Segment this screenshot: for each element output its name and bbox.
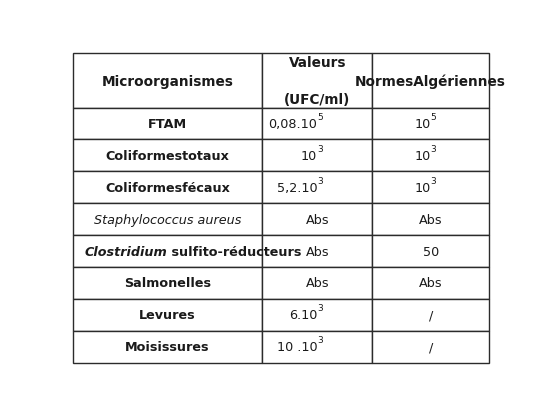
Bar <box>373 331 489 363</box>
Bar <box>262 235 373 267</box>
Bar <box>373 172 489 204</box>
Text: Abs: Abs <box>305 245 329 258</box>
Bar <box>73 140 262 172</box>
Text: Valeurs

(UFC/ml): Valeurs (UFC/ml) <box>284 56 350 107</box>
Text: NormesAlgériennes: NormesAlgériennes <box>355 74 506 88</box>
Text: 0,08.10: 0,08.10 <box>269 118 317 131</box>
Bar <box>73 331 262 363</box>
Text: 10: 10 <box>414 118 431 131</box>
Bar <box>373 299 489 331</box>
Text: FTAM: FTAM <box>148 118 187 131</box>
Text: 3: 3 <box>317 335 323 344</box>
Bar <box>373 140 489 172</box>
Bar <box>262 172 373 204</box>
Text: Clostridium: Clostridium <box>85 245 168 258</box>
Bar <box>373 204 489 235</box>
Text: 10 .10: 10 .10 <box>277 340 317 354</box>
Bar <box>262 108 373 140</box>
Bar <box>262 55 373 108</box>
Text: 3: 3 <box>431 176 436 185</box>
Bar <box>73 204 262 235</box>
Text: 50: 50 <box>423 245 439 258</box>
Text: Staphylococcus aureus: Staphylococcus aureus <box>94 213 241 226</box>
Bar <box>73 267 262 299</box>
Text: Abs: Abs <box>419 213 442 226</box>
Bar <box>73 172 262 204</box>
Text: 10: 10 <box>414 150 431 162</box>
Bar <box>73 235 262 267</box>
Text: 10: 10 <box>301 150 317 162</box>
Text: /: / <box>429 340 433 354</box>
Text: 3: 3 <box>431 145 436 154</box>
Text: 5: 5 <box>431 113 436 122</box>
Bar <box>73 55 262 108</box>
Text: Microorganismes: Microorganismes <box>101 74 233 88</box>
Text: Abs: Abs <box>305 213 329 226</box>
Text: Abs: Abs <box>305 277 329 290</box>
Bar <box>262 331 373 363</box>
Bar <box>373 108 489 140</box>
Text: sulfito-réducteurs: sulfito-réducteurs <box>168 245 302 258</box>
Text: Salmonelles: Salmonelles <box>124 277 211 290</box>
Text: 3: 3 <box>317 145 323 154</box>
Text: 10: 10 <box>414 181 431 195</box>
Bar <box>373 235 489 267</box>
Bar <box>262 267 373 299</box>
Text: 5,2.10: 5,2.10 <box>277 181 317 195</box>
Text: 6.10: 6.10 <box>289 309 317 322</box>
Text: 5: 5 <box>317 113 323 122</box>
Text: Moisissures: Moisissures <box>125 340 210 354</box>
Text: Levures: Levures <box>139 309 196 322</box>
Bar <box>262 204 373 235</box>
Text: Coliformestotaux: Coliformestotaux <box>106 150 230 162</box>
Bar <box>262 299 373 331</box>
Text: /: / <box>429 309 433 322</box>
Text: 3: 3 <box>317 304 323 313</box>
Bar <box>373 55 489 108</box>
Bar <box>373 267 489 299</box>
Text: Abs: Abs <box>419 277 442 290</box>
Text: Coliformesfécaux: Coliformesfécaux <box>105 181 230 195</box>
Bar <box>262 140 373 172</box>
Text: 3: 3 <box>317 176 323 185</box>
Bar <box>73 108 262 140</box>
Bar <box>73 299 262 331</box>
